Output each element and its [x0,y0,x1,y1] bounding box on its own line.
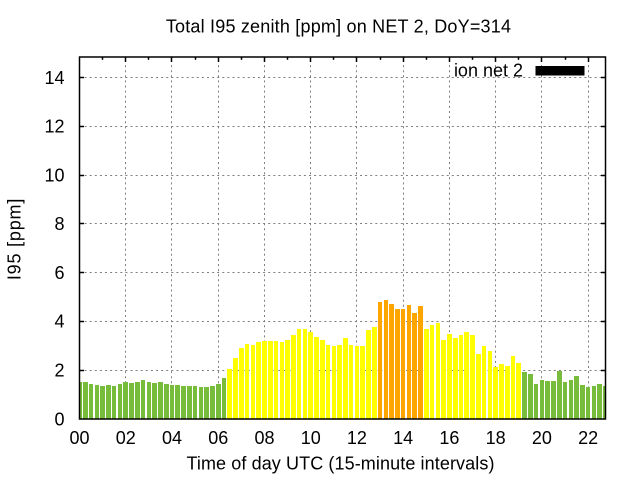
svg-text:10: 10 [44,165,64,185]
svg-text:20: 20 [532,428,552,448]
svg-text:I95 [ppm]: I95 [ppm] [5,198,25,280]
svg-text:16: 16 [439,428,459,448]
svg-text:02: 02 [116,428,136,448]
svg-text:22: 22 [578,428,598,448]
svg-text:14: 14 [44,68,64,88]
svg-text:18: 18 [486,428,506,448]
svg-text:Time of day UTC (15-minute int: Time of day UTC (15-minute intervals) [186,454,494,474]
svg-text:00: 00 [69,428,89,448]
svg-text:12: 12 [347,428,367,448]
svg-text:06: 06 [208,428,228,448]
svg-text:4: 4 [54,312,64,332]
svg-text:14: 14 [393,428,413,448]
svg-text:04: 04 [162,428,182,448]
svg-text:10: 10 [301,428,321,448]
svg-text:8: 8 [54,214,64,234]
svg-text:Total I95 zenith [ppm] on NET: Total I95 zenith [ppm] on NET 2, DoY=314 [166,17,511,37]
svg-text:2: 2 [54,361,64,381]
svg-text:ion net 2: ion net 2 [454,61,523,81]
svg-text:08: 08 [254,428,274,448]
svg-text:6: 6 [54,263,64,283]
svg-text:0: 0 [54,409,64,429]
svg-text:12: 12 [44,117,64,137]
